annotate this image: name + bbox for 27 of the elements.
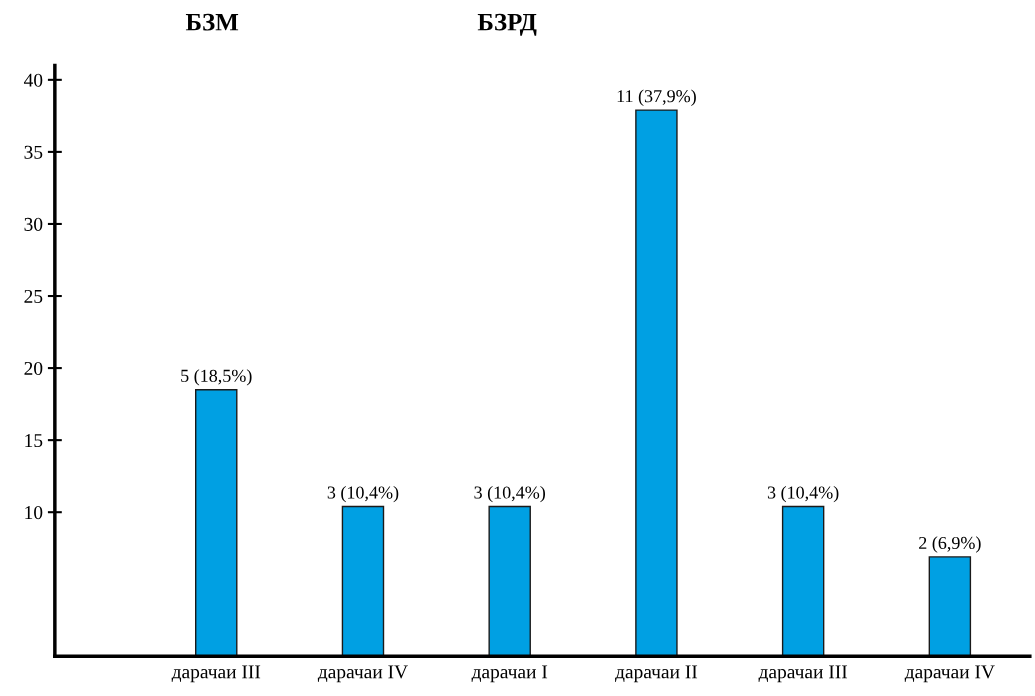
y-tick-label: 20 (24, 361, 43, 376)
data-label: 3 (10,4%) (767, 485, 839, 503)
text: БЗМ (185, 13, 239, 31)
x-tick-label: дарачаи IV (904, 665, 995, 683)
y-tick-label: 25 (24, 289, 43, 303)
y-tick-label: 35 (24, 145, 43, 159)
y-tick-label: 15 (25, 434, 43, 448)
data-label: 11 (37,9%) (617, 89, 696, 106)
x-tick-label: дарачаи II (615, 665, 698, 683)
data-label: 3 (10,4%) (327, 485, 399, 503)
y-tick-label: 30 (24, 217, 43, 231)
x-tick-label: дарачаи III (758, 665, 848, 683)
bar (341, 505, 385, 657)
data-label: 5 (18,5%) (181, 369, 252, 386)
x-tick-label: дарачаи III (171, 665, 261, 683)
y-tick-label: 40 (23, 73, 43, 87)
bar (488, 505, 531, 657)
bar (195, 389, 238, 657)
x-tick-label: дарачаи I (471, 665, 548, 683)
bar (781, 505, 825, 657)
data-label: 3 (10,4%) (474, 485, 545, 503)
y-tick-label: 10 (25, 506, 43, 520)
x-tick-label: дарачаи IV (317, 665, 408, 683)
bar (928, 556, 972, 657)
data-label: 2 (6,9%) (919, 536, 981, 553)
text: БЗРД (477, 13, 537, 36)
bar (635, 109, 678, 657)
